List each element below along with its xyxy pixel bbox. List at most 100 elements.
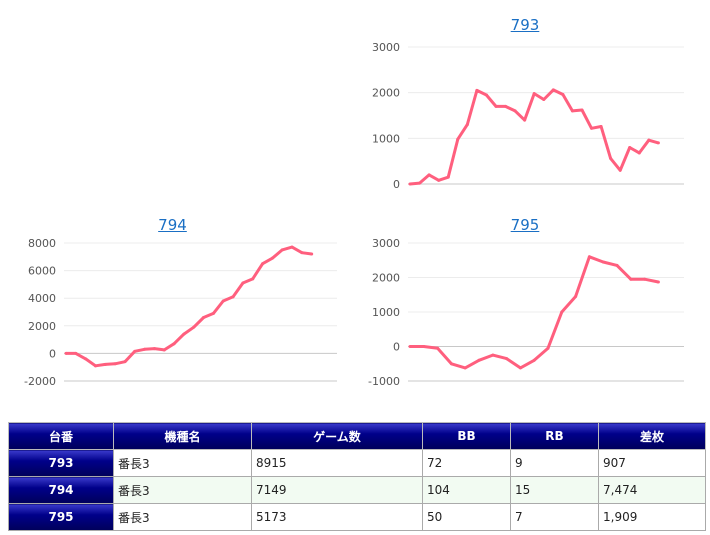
difference-cell: 7,474 [598,476,706,504]
machine-number-cell[interactable]: 795 [8,503,114,531]
y-tick-label: 1000 [372,306,400,319]
data-point [580,108,584,112]
y-tick-label: 4000 [28,292,56,305]
data-point [513,109,517,113]
data-point [475,88,479,92]
data-point [446,175,450,179]
chart-793-plot: 3000 2000 1000 0 [372,41,684,191]
header-model-name: 機種名 [113,422,252,450]
data-point [74,351,78,355]
difference-cell: 1,909 [598,503,706,531]
data-point [615,263,619,267]
data-point [290,245,294,249]
data-point [560,310,564,314]
chart-title-794[interactable]: 794 [158,216,187,234]
y-tick-label: 2000 [28,320,56,333]
data-point [211,311,215,315]
data-point [532,358,536,362]
model-name-cell: 番長3 [113,449,252,477]
header-bb: BB [422,422,511,450]
bb-cell: 72 [422,449,511,477]
machine-table: 台番 機種名 ゲーム数 BB RB 差枚 793 番長3 8915 72 9 9… [8,422,706,531]
data-point [629,277,633,281]
data-point [491,353,495,357]
y-tick-label: 1000 [372,132,400,145]
y-tick-label: 3000 [372,237,400,250]
y-tick-label: 0 [393,178,400,191]
data-point [241,281,245,285]
data-point [182,332,186,336]
data-point [570,109,574,113]
data-point [261,262,265,266]
data-point [477,358,481,362]
data-point [609,156,613,160]
y-tick-label: 2000 [372,87,400,100]
data-point [300,251,304,255]
data-point [152,347,156,351]
rb-cell: 15 [510,476,599,504]
chart-794: 794 8000 6000 4000 2000 0 -2000 [0,212,345,397]
data-point [408,345,412,348]
data-point [143,347,147,351]
y-tick-label: 3000 [372,41,400,54]
data-point [546,346,550,350]
data-point [561,92,565,96]
data-point [465,123,469,127]
data-point [656,141,660,145]
bb-cell: 104 [422,476,511,504]
data-point [643,277,647,281]
data-point [590,126,594,130]
data-point [551,88,555,92]
y-tick-label: -2000 [24,375,56,388]
table-row: 795 番長3 5173 50 7 1,909 [8,503,706,531]
data-point [427,173,431,177]
data-point [599,124,603,128]
bb-cell: 50 [422,503,511,531]
data-point [221,299,225,303]
data-point [647,138,651,142]
data-point [192,325,196,329]
data-point [637,151,641,155]
data-point [270,256,274,260]
y-tick-label: 0 [393,341,400,354]
machine-number-cell[interactable]: 794 [8,476,114,504]
data-point [172,342,176,346]
data-point [656,280,660,284]
data-point [484,93,488,97]
data-point [628,145,632,149]
data-point [133,349,137,353]
data-point [618,168,622,172]
data-point [542,98,546,102]
data-point [84,357,88,361]
data-point [456,137,460,141]
data-point [418,181,422,185]
y-tick-label: 0 [49,347,56,360]
rb-cell: 9 [510,449,599,477]
data-point [103,362,107,366]
machine-number-cell[interactable]: 793 [8,449,114,477]
table-header-row: 台番 機種名 ゲーム数 BB RB 差枚 [8,422,706,450]
data-point [601,260,605,264]
game-count-cell: 7149 [251,476,423,504]
data-point [574,294,578,298]
chart-795: 795 3000 2000 1000 0 -1000 [360,212,690,397]
data-point [523,118,527,122]
difference-cell: 907 [598,449,706,477]
header-rb: RB [510,422,599,450]
header-machine-number: 台番 [8,422,114,450]
header-difference: 差枚 [598,422,706,450]
rb-cell: 7 [510,503,599,531]
y-tick-label: 6000 [28,265,56,278]
data-point [494,104,498,108]
model-name-cell: 番長3 [113,476,252,504]
data-point [436,346,440,350]
y-tick-label: 2000 [372,272,400,285]
chart-title-795[interactable]: 795 [510,216,540,234]
data-point [162,348,166,352]
data-point [202,316,206,320]
data-point [463,366,467,370]
chart-793: 793 3000 2000 1000 0 [360,16,690,196]
model-name-cell: 番長3 [113,503,252,531]
chart-title-793[interactable]: 793 [510,16,540,34]
data-point [310,252,314,256]
